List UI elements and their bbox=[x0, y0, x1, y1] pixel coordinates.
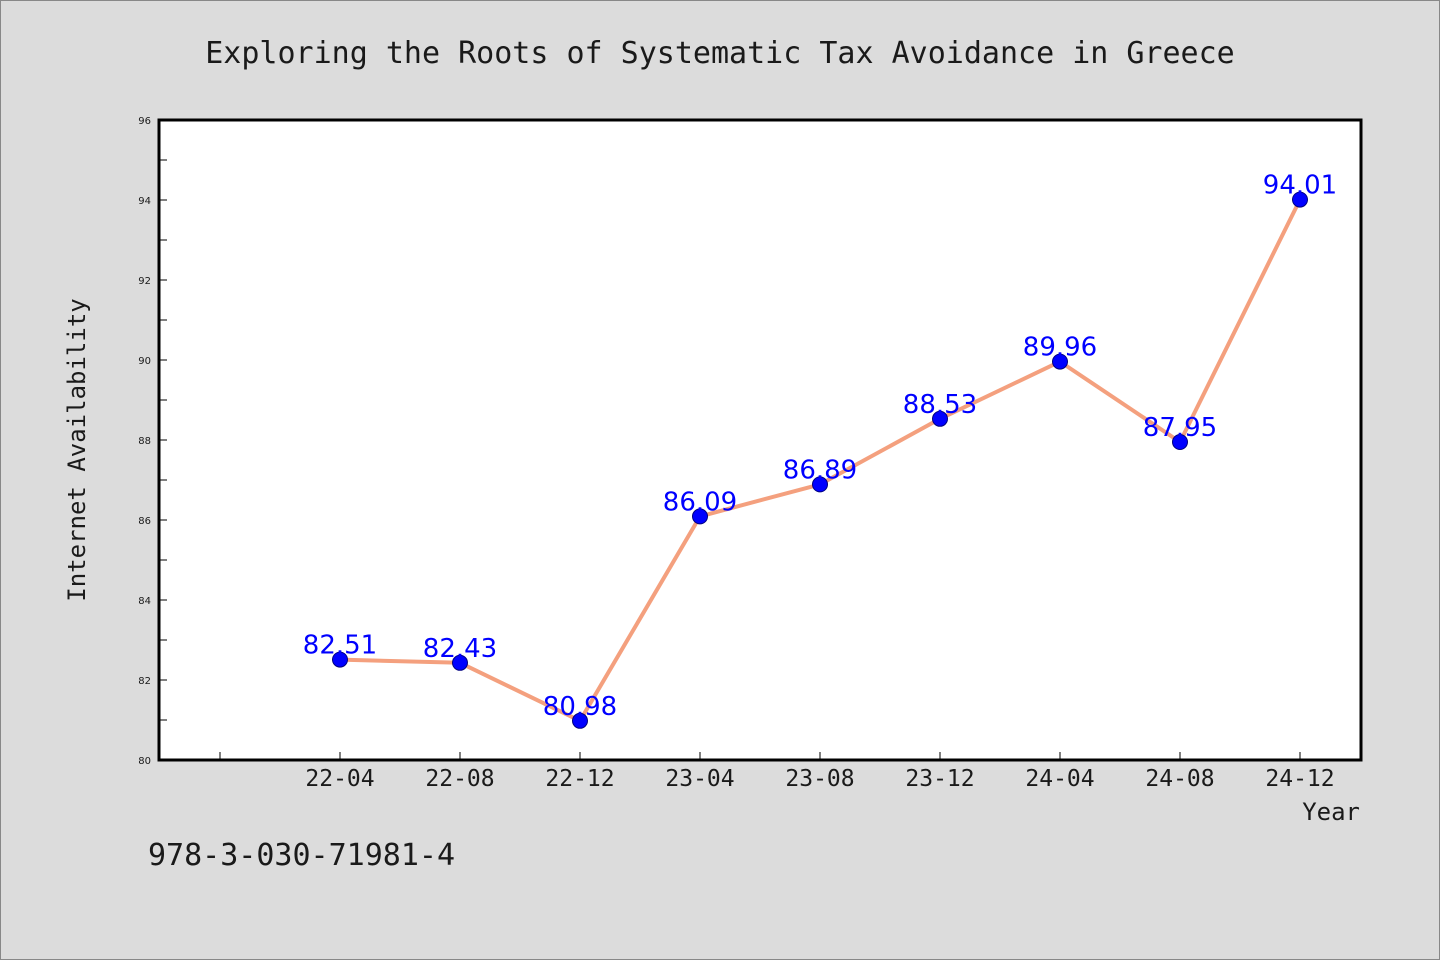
x-tick-label: 24-04 bbox=[1025, 766, 1094, 792]
x-tick-label: 24-12 bbox=[1265, 766, 1334, 792]
x-tick-label: 23-08 bbox=[785, 766, 854, 792]
data-point bbox=[1052, 353, 1068, 370]
plot-frame bbox=[157, 118, 1363, 762]
x-tick-label: 22-12 bbox=[545, 766, 614, 792]
x-tick-label: 22-08 bbox=[425, 766, 494, 792]
data-label: 87.95 bbox=[1143, 413, 1217, 443]
data-label: 89.96 bbox=[1023, 333, 1097, 363]
y-tick-label: 94 bbox=[138, 196, 151, 207]
data-label: 82.43 bbox=[423, 634, 497, 664]
data-point bbox=[932, 410, 948, 427]
data-point bbox=[1172, 434, 1188, 450]
data-point bbox=[1292, 191, 1308, 208]
y-axis-label: Internet Availability bbox=[63, 298, 91, 601]
data-label: 80.98 bbox=[543, 692, 617, 722]
y-tick-label: 84 bbox=[138, 596, 151, 607]
chart-title: Exploring the Roots of Systematic Tax Av… bbox=[205, 36, 1235, 71]
y-tick-label: 96 bbox=[138, 116, 151, 127]
data-point bbox=[692, 508, 708, 525]
y-tick-label: 92 bbox=[138, 276, 151, 287]
y-tick-label: 82 bbox=[138, 676, 151, 687]
plot-area bbox=[159, 120, 1361, 760]
x-tick-label: 23-04 bbox=[665, 766, 734, 792]
y-tick-label: 90 bbox=[138, 356, 151, 367]
y-tick-label: 80 bbox=[138, 756, 151, 767]
x-axis-ticks: 22-04 22-08 22-12 23-04 23-08 23-12 24-04 24-08… bbox=[219, 752, 1335, 792]
x-axis-label: Year bbox=[1302, 798, 1360, 826]
data-label: 88.53 bbox=[903, 390, 977, 420]
data-point bbox=[332, 651, 348, 668]
data-point bbox=[452, 654, 468, 671]
x-tick-label: 24-08 bbox=[1145, 766, 1214, 792]
data-label: 94.01 bbox=[1263, 171, 1337, 201]
series-line-group: 82.51 82.43 80.98 86.09 86.89 88.53 89.96 87.95… bbox=[303, 171, 1337, 729]
x-tick-label: 23-12 bbox=[905, 766, 974, 792]
y-tick-label: 88 bbox=[138, 436, 151, 447]
data-label: 82.51 bbox=[303, 631, 377, 661]
data-point bbox=[572, 712, 588, 729]
data-label: 86.89 bbox=[783, 455, 857, 485]
data-point bbox=[812, 476, 828, 493]
y-tick-label: 86 bbox=[138, 516, 151, 527]
isbn-text: 978-3-030-71981-4 bbox=[148, 838, 455, 873]
data-label: 86.09 bbox=[663, 487, 737, 517]
x-tick-label: 22-04 bbox=[305, 766, 374, 792]
